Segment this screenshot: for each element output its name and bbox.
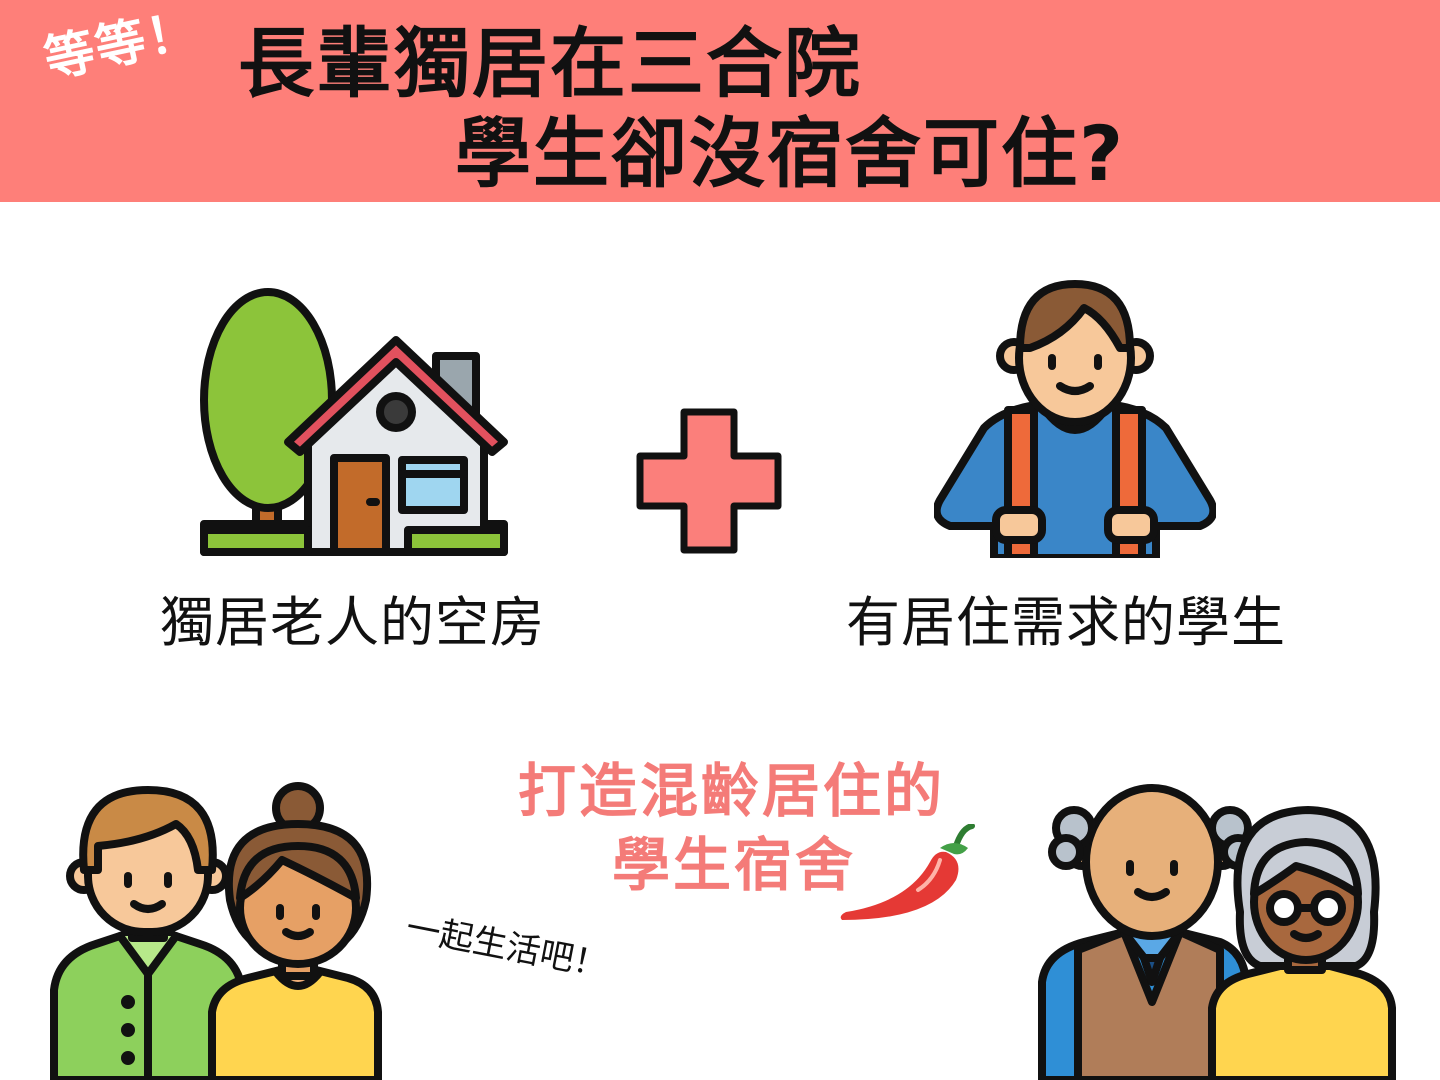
slogan-line-1: 打造混齡居住的	[518, 757, 946, 825]
title-line-1: 長輩獨居在三合院	[238, 19, 862, 108]
slogan-line-2: 學生宿舍	[612, 831, 857, 899]
chili-pepper-icon	[836, 823, 976, 928]
header-banner: 等等！ 長輩獨居在三合院 學生卻沒宿舍可住?	[0, 0, 1440, 202]
title-line-2: 學生卻沒宿舍可住?	[455, 109, 1126, 198]
student-backpack-icon	[932, 278, 1218, 562]
caption-student: 有居住需求的學生	[846, 591, 1286, 654]
house-tree-icon	[196, 282, 514, 562]
elderly-couple-icon	[1034, 782, 1396, 1080]
speech-text: 一起生活吧！	[402, 907, 611, 987]
young-couple-icon	[48, 780, 382, 1080]
caption-house: 獨居老人的空房	[160, 591, 545, 654]
plus-icon	[636, 408, 782, 554]
wait-tag: 等等！	[39, 0, 204, 90]
